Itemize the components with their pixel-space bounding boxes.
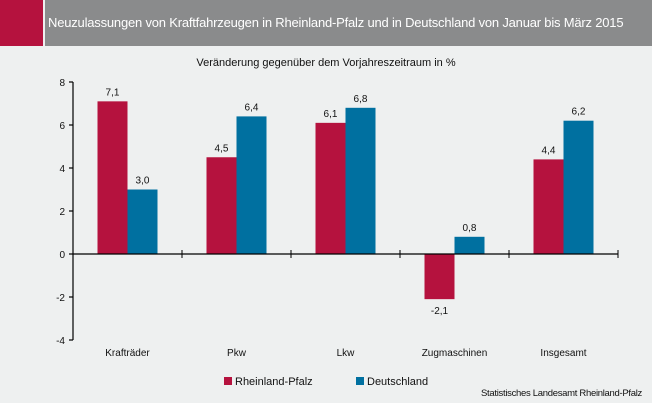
legend-item-de: Deutschland [356,376,428,388]
x-tick-label: Lkw [337,348,356,359]
bar-rlp [206,157,237,254]
bar-de [563,120,594,254]
legend-swatch-de [356,377,364,385]
x-tick-label: Insgesamt [540,348,586,359]
y-tick-label: -2 [56,293,65,304]
header-accent [0,0,43,46]
source-note: Statistisches Landesamt Rheinland-Pfalz [481,388,642,399]
y-tick-label: 0 [59,250,65,261]
bar-de [454,236,485,254]
page-title: Neuzulassungen von Kraftfahrzeugen in Rh… [48,15,624,30]
data-label: 4,4 [542,145,556,156]
x-tick-label: Krafträder [105,348,150,359]
data-label: 4,5 [215,143,229,154]
chart-title: Veränderung gegenüber dem Vorjahreszeitr… [196,57,456,69]
data-label: 6,2 [572,107,586,118]
x-tick-label: Zugmaschinen [422,348,488,359]
legend-label-rlp: Rheinland-Pfalz [235,376,313,388]
legend-label-de: Deutschland [367,376,429,388]
data-label: 6,4 [245,102,259,113]
y-tick-label: -4 [56,336,65,347]
y-tick-label: 8 [59,78,65,89]
bar-de [236,116,267,255]
legend-swatch-rlp [224,377,232,385]
y-tick-label: 6 [59,121,65,132]
data-label: 6,1 [324,109,338,120]
y-tick-label: 4 [59,164,65,175]
bar-rlp [97,101,128,254]
bar-rlp [315,122,346,254]
bar-rlp [533,159,564,254]
data-label: 6,8 [354,94,368,105]
legend-item-rlp: Rheinland-Pfalz [224,376,313,388]
bar-de [345,107,376,254]
data-label: 7,1 [106,87,120,98]
y-tick-label: 2 [59,207,65,218]
header-bar [45,0,652,46]
data-label: 3,0 [136,176,150,187]
data-label: -2,1 [431,306,449,317]
bar-rlp [424,254,455,300]
x-tick-label: Pkw [227,348,247,359]
data-label: 0,8 [463,223,477,234]
bar-de [127,189,158,254]
